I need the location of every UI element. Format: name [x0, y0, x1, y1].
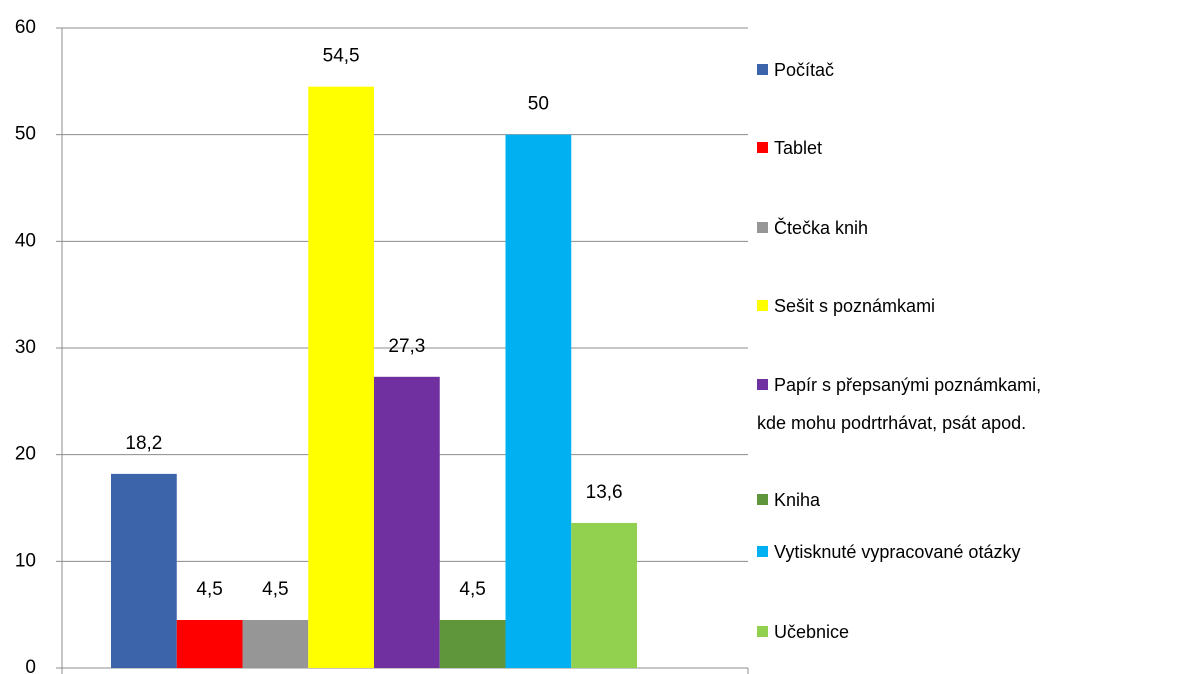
bar [242, 620, 309, 668]
bar [505, 134, 572, 668]
legend-entry: Čtečka knih [757, 209, 1167, 247]
legend-entry: Papír s přepsanými poznámkami, kde mohu … [757, 366, 1057, 442]
legend-label: Vytisknuté vypracované otázky [774, 542, 1021, 562]
bar [374, 376, 440, 668]
legend-swatch [757, 494, 768, 505]
y-tick-label: 50 [15, 124, 36, 145]
legend-swatch [757, 379, 768, 390]
legend-swatch [757, 142, 768, 153]
y-tick-label: 30 [15, 337, 36, 358]
legend-entry: Učebnice [757, 613, 1167, 651]
legend-entry: Sešit s poznámkami [757, 287, 1167, 325]
y-tick-label: 40 [15, 230, 36, 251]
legend-entry: Vytisknuté vypracované otázky [757, 533, 1167, 571]
data-label: 54,5 [323, 46, 360, 67]
data-label: 4,5 [196, 579, 222, 600]
data-label: 27,3 [388, 336, 425, 357]
legend-swatch [757, 222, 768, 233]
legend-label: Tablet [774, 138, 823, 158]
legend-entry: Počítač [757, 51, 1167, 89]
legend-swatch [757, 626, 768, 637]
y-tick-label: 20 [15, 444, 36, 465]
legend-label: Čtečka knih [774, 218, 869, 238]
y-tick-label: 0 [25, 657, 36, 674]
bar [308, 86, 374, 668]
legend-entry: Kniha [757, 481, 1167, 519]
y-tick-label: 10 [15, 550, 36, 571]
legend-label: Sešit s poznámkami [774, 296, 936, 316]
legend-label: Papír s přepsanými poznámkami, kde mohu … [757, 375, 1042, 433]
legend-label: Učebnice [774, 622, 850, 642]
legend-label: Počítač [774, 60, 835, 80]
data-label: 13,6 [586, 482, 623, 503]
legend-swatch [757, 300, 768, 311]
bar [176, 620, 243, 668]
data-label: 4,5 [459, 579, 485, 600]
data-label: 18,2 [125, 433, 162, 454]
data-label: 4,5 [262, 579, 288, 600]
bar [571, 522, 637, 668]
data-label: 50 [528, 94, 549, 115]
bar [111, 473, 177, 668]
legend-label: Kniha [774, 490, 821, 510]
legend-swatch [757, 546, 768, 557]
legend-entry: Tablet [757, 129, 1167, 167]
legend-swatch [757, 64, 768, 75]
bar [439, 620, 506, 668]
y-tick-label: 60 [15, 17, 36, 38]
